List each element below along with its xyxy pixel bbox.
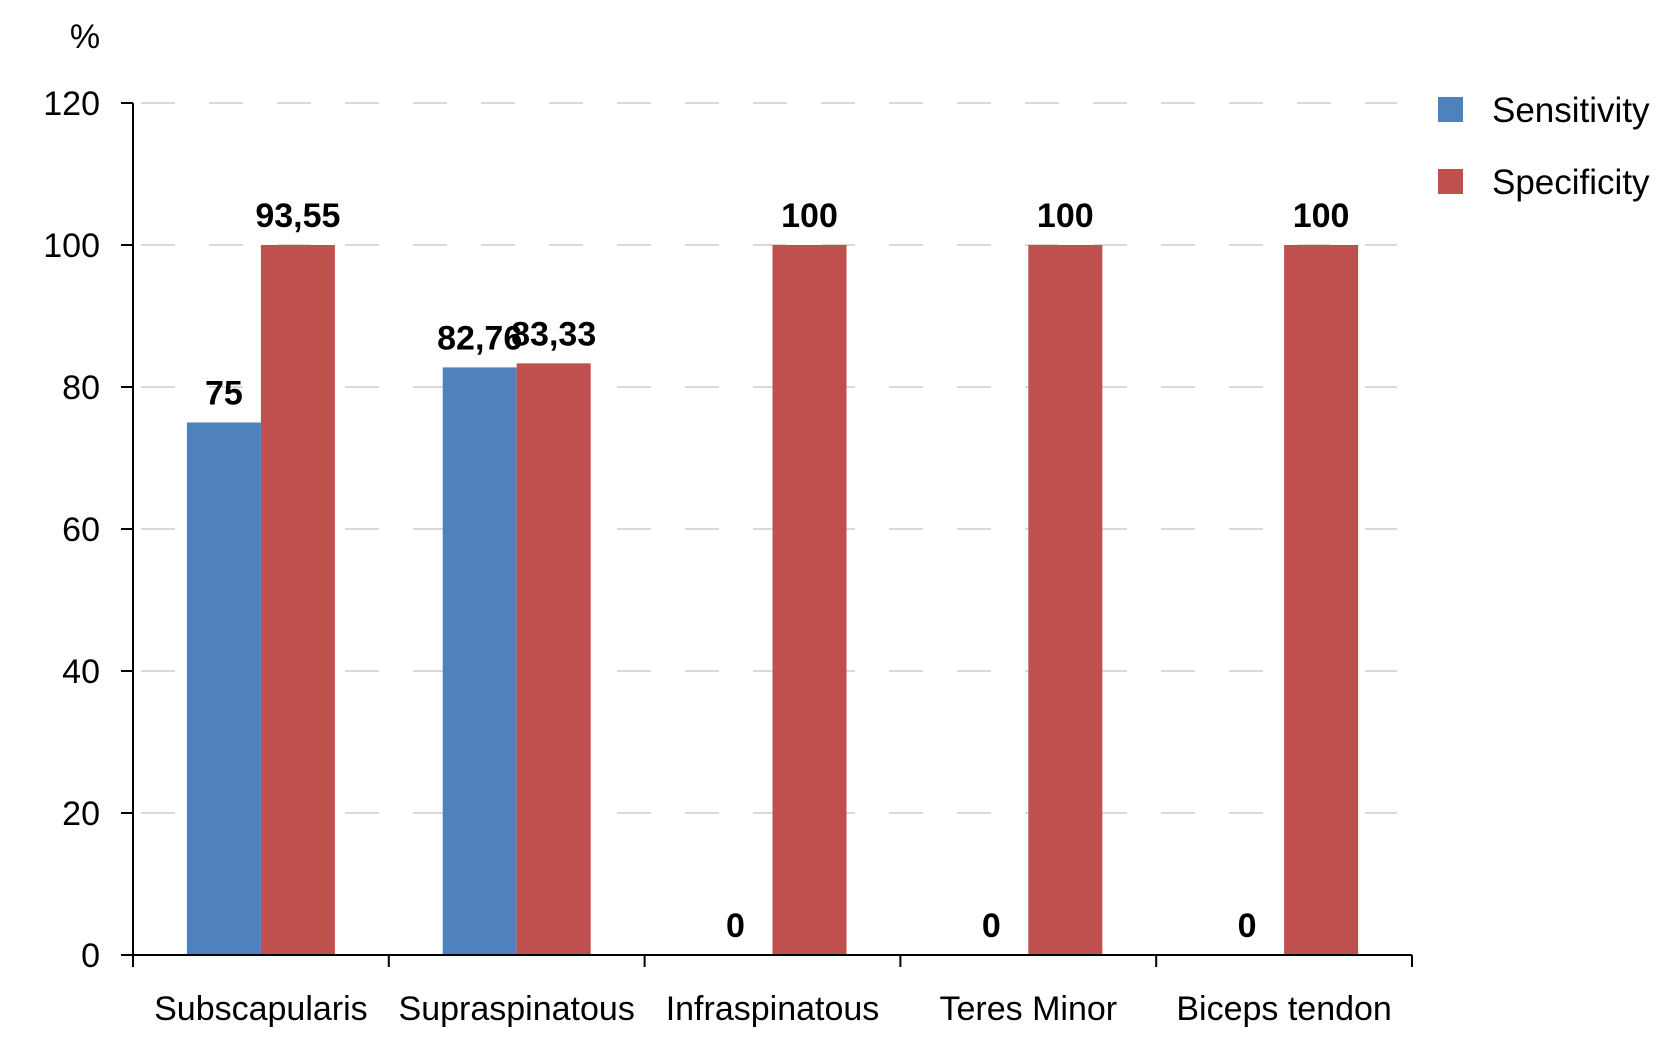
y-tick-label: 100	[43, 227, 100, 265]
bar-specificity	[260, 245, 335, 955]
y-tick-label: 60	[62, 511, 100, 549]
data-label: 0	[1238, 907, 1257, 945]
data-label: 82,76	[437, 319, 522, 357]
x-category-label: Teres Minor	[939, 990, 1117, 1028]
bar-specificity	[1284, 245, 1359, 955]
data-label: 100	[1293, 197, 1350, 235]
bar-sensitivity	[186, 422, 261, 955]
data-label: 100	[781, 197, 838, 235]
y-unit-label: %	[70, 18, 100, 56]
x-axis-labels: Subscapularis Supraspinatous Infraspinatou…	[154, 990, 1392, 1028]
data-label: 93,55	[255, 197, 340, 235]
data-label: 0	[982, 907, 1001, 945]
data-label: 0	[726, 907, 745, 945]
legend-swatch	[1438, 97, 1463, 122]
bar-specificity	[772, 245, 847, 955]
x-category-label: Biceps tendon	[1176, 990, 1392, 1028]
y-tick-label: 20	[62, 795, 100, 833]
bar-specificity	[1028, 245, 1103, 955]
y-tick-label: 40	[62, 653, 100, 691]
data-label: 83,33	[511, 315, 596, 353]
legend-label: Specificity	[1492, 163, 1650, 202]
bars	[186, 245, 1359, 955]
data-label: 100	[1037, 197, 1094, 235]
axes	[132, 103, 1413, 967]
data-label: 75	[205, 375, 243, 413]
gridlines	[141, 102, 1397, 814]
bar-sensitivity	[442, 367, 517, 955]
legend-label: Sensitivity	[1492, 91, 1650, 130]
y-tick-label: 0	[81, 937, 100, 975]
y-tick-label: 80	[62, 369, 100, 407]
y-tick-label: 120	[43, 85, 100, 123]
x-category-label: Infraspinatous	[666, 990, 880, 1028]
y-axis-ticks: 0 20 40 60 80 100 120	[43, 85, 133, 975]
x-category-label: Subscapularis	[154, 990, 368, 1028]
legend: Sensitivity Specificity	[1438, 91, 1650, 202]
x-category-label: Supraspinatous	[399, 990, 635, 1028]
bar-specificity	[516, 363, 591, 955]
legend-swatch	[1438, 169, 1463, 194]
